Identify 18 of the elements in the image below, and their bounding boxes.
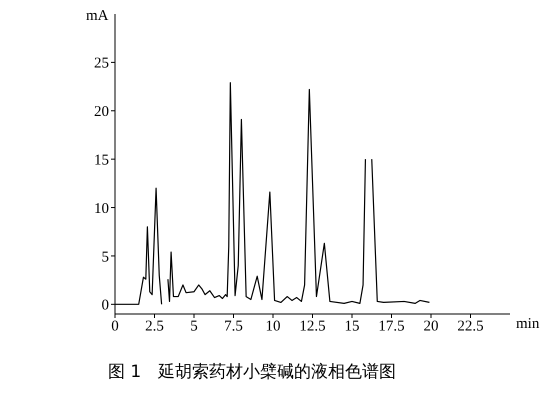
x-tick-label: 22.5 [457, 318, 484, 335]
y-tick-label: 15 [94, 152, 109, 168]
y-tick-label: 5 [102, 249, 109, 266]
x-tick-label: 15 [344, 318, 360, 335]
x-tick-label: 5 [190, 318, 198, 335]
text: 图 1 延胡索药材小檗碱的液相色谱图 [108, 361, 398, 383]
x-tick-label: 7.5 [224, 318, 243, 335]
x-tick-label: 12.5 [299, 318, 326, 335]
x-tick-label: 10 [266, 318, 280, 335]
x-tick-label: 2.5 [145, 318, 164, 335]
x-axis-title: min [516, 316, 540, 333]
y-axis-title: mA [86, 8, 108, 25]
y-tick-label: 20 [94, 104, 109, 120]
y-tick-label: 25 [94, 56, 109, 72]
x-tick-label: 17.5 [378, 318, 405, 335]
y-tick-label: 0 [102, 298, 109, 314]
x-tick-label: 20 [424, 318, 438, 335]
y-tick-label: 10 [94, 200, 109, 217]
